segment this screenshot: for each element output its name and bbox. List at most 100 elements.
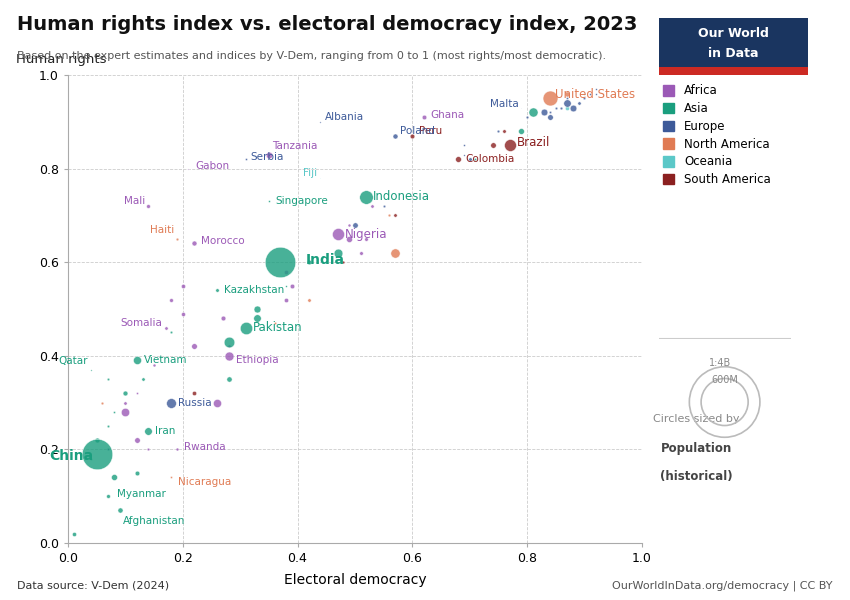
Point: [366, 201, 379, 211]
Text: United States: United States: [554, 88, 635, 101]
Point: [343, 220, 356, 230]
Point: [382, 211, 396, 220]
Point: [274, 257, 287, 267]
Point: [279, 295, 292, 304]
Point: [159, 323, 173, 332]
Point: [354, 248, 367, 257]
Text: Kazakhstan: Kazakhstan: [224, 285, 284, 295]
Text: China: China: [49, 449, 94, 463]
Point: [560, 89, 574, 98]
Point: [388, 211, 402, 220]
Point: [118, 388, 133, 398]
Point: [577, 89, 591, 98]
FancyBboxPatch shape: [659, 18, 808, 68]
Text: Nigeria: Nigeria: [344, 227, 387, 241]
Text: Poland: Poland: [400, 126, 434, 136]
Point: [360, 234, 373, 244]
Point: [251, 304, 264, 314]
Point: [405, 131, 419, 140]
Text: Mali: Mali: [124, 196, 145, 206]
Point: [262, 197, 275, 206]
Point: [222, 341, 235, 351]
Point: [331, 248, 344, 257]
Point: [583, 89, 597, 98]
Text: Ethiopia: Ethiopia: [235, 355, 278, 365]
Point: [141, 201, 155, 211]
Point: [331, 229, 344, 239]
Text: 1:4B: 1:4B: [709, 358, 732, 368]
Point: [101, 445, 115, 454]
Point: [554, 103, 568, 113]
Point: [107, 407, 121, 417]
Point: [187, 239, 201, 248]
Point: [577, 94, 591, 103]
Text: Pakistan: Pakistan: [252, 321, 303, 334]
Point: [485, 140, 499, 150]
Text: OurWorldInData.org/democracy | CC BY: OurWorldInData.org/democracy | CC BY: [613, 581, 833, 591]
Point: [216, 314, 230, 323]
Point: [503, 140, 517, 150]
Point: [78, 454, 92, 464]
Point: [543, 112, 557, 122]
Point: [388, 248, 402, 257]
Text: Haiti: Haiti: [150, 226, 174, 235]
Text: 600M: 600M: [711, 375, 738, 385]
Text: Morocco: Morocco: [201, 236, 245, 246]
Point: [303, 257, 316, 267]
Point: [141, 426, 155, 436]
Point: [118, 398, 133, 407]
Point: [457, 140, 471, 150]
Point: [130, 468, 144, 478]
Point: [90, 435, 104, 445]
Point: [251, 314, 264, 323]
Point: [451, 154, 465, 164]
Point: [589, 84, 603, 94]
Text: Singapore: Singapore: [275, 196, 328, 206]
Point: [520, 112, 534, 122]
Point: [388, 131, 402, 140]
Text: Vietnam: Vietnam: [144, 355, 187, 365]
Point: [136, 374, 150, 384]
Text: Somalia: Somalia: [121, 318, 162, 328]
Text: Circles sized by: Circles sized by: [653, 414, 740, 424]
Point: [497, 127, 511, 136]
Text: Qatar: Qatar: [59, 356, 88, 367]
Point: [147, 361, 161, 370]
Point: [187, 388, 201, 398]
Point: [320, 257, 333, 267]
Text: (historical): (historical): [660, 470, 733, 484]
Point: [560, 98, 574, 108]
Point: [67, 529, 81, 538]
Point: [211, 398, 224, 407]
Text: Indonesia: Indonesia: [373, 190, 430, 203]
Text: Afghanistan: Afghanistan: [122, 515, 185, 526]
Point: [468, 154, 482, 164]
Point: [285, 281, 298, 290]
Point: [491, 127, 505, 136]
Point: [113, 505, 127, 515]
Point: [187, 341, 201, 351]
Text: Human rights: Human rights: [16, 53, 107, 65]
Point: [377, 201, 390, 211]
Text: in Data: in Data: [708, 47, 758, 60]
Text: Colombia: Colombia: [465, 154, 514, 164]
Point: [462, 154, 476, 164]
Point: [101, 491, 115, 501]
Point: [457, 150, 471, 160]
Text: Based on the expert estimates and indices by V-Dem, ranging from 0 to 1 (most ri: Based on the expert estimates and indice…: [17, 51, 606, 61]
Point: [176, 281, 190, 290]
Point: [343, 234, 356, 244]
Point: [543, 94, 557, 103]
Text: Nicaragua: Nicaragua: [178, 477, 231, 487]
Text: Human rights index vs. electoral democracy index, 2023: Human rights index vs. electoral democra…: [17, 15, 638, 34]
Point: [176, 309, 190, 319]
Point: [101, 421, 115, 431]
X-axis label: Electoral democracy: Electoral democracy: [284, 574, 426, 587]
Point: [130, 356, 144, 365]
Text: Russia: Russia: [178, 398, 212, 407]
Point: [416, 112, 430, 122]
Point: [164, 473, 178, 482]
Point: [107, 473, 121, 482]
Point: [170, 445, 184, 454]
Point: [549, 103, 563, 113]
